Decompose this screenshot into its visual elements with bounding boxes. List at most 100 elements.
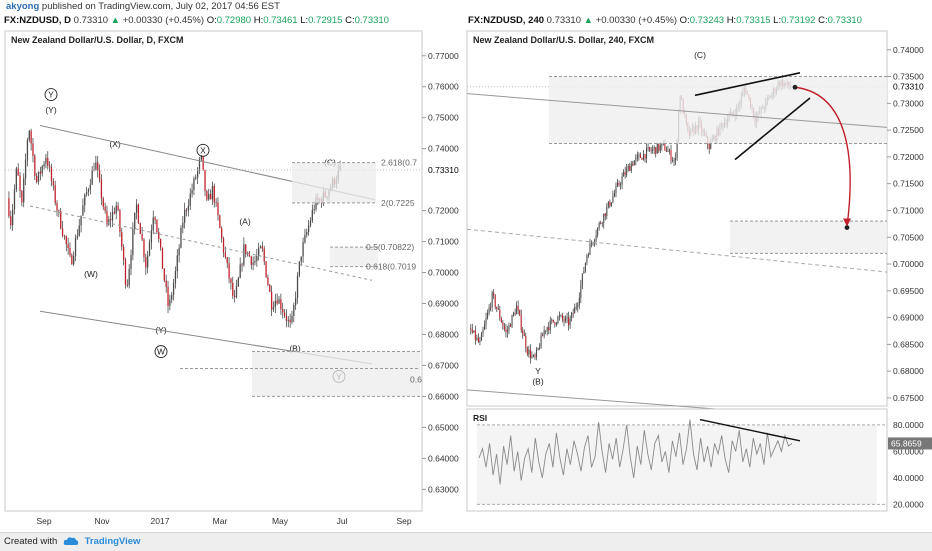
candle-body bbox=[571, 312, 573, 319]
candle-body bbox=[306, 231, 308, 235]
candle-body bbox=[47, 157, 49, 166]
long-trend-line bbox=[466, 93, 888, 128]
candle-body bbox=[19, 175, 21, 191]
y-tick-label: 0.73500 bbox=[893, 72, 924, 82]
candle-body bbox=[480, 333, 482, 341]
candle-body bbox=[639, 154, 641, 158]
wave-label: X bbox=[200, 145, 206, 155]
rsi-tick-label: 40.0000 bbox=[893, 473, 924, 483]
last-price-label: 0.73310 bbox=[893, 82, 924, 92]
candle-body bbox=[470, 328, 472, 330]
footer-bar: Created with TradingView bbox=[0, 532, 932, 551]
candle-body bbox=[256, 256, 258, 261]
rsi-tick-label: 60.0000 bbox=[893, 446, 924, 456]
fib-level-label: 0.6 bbox=[410, 374, 422, 384]
candle-body bbox=[295, 297, 297, 306]
candle-body bbox=[535, 349, 538, 358]
candle-body bbox=[97, 162, 99, 171]
candle-body bbox=[675, 157, 677, 161]
candle-body bbox=[522, 330, 524, 335]
candle-body bbox=[592, 242, 594, 244]
candle-body bbox=[219, 215, 221, 228]
candle-body bbox=[54, 185, 56, 204]
candle-body bbox=[280, 299, 282, 310]
candle-body bbox=[670, 149, 672, 161]
candle-body bbox=[502, 322, 504, 327]
candle-body bbox=[589, 243, 591, 255]
candle-body bbox=[568, 317, 570, 326]
candle-body bbox=[659, 145, 661, 151]
candle-body bbox=[139, 223, 141, 235]
candle-body bbox=[618, 182, 620, 186]
candle-body bbox=[566, 317, 568, 319]
rsi-tick-label: 20.0000 bbox=[893, 499, 924, 509]
tradingview-link[interactable]: TradingView bbox=[84, 536, 141, 547]
candle-body bbox=[124, 259, 127, 285]
wave-label: Y bbox=[48, 90, 54, 100]
candle-body bbox=[488, 307, 490, 313]
channel-dashed-line bbox=[466, 228, 888, 273]
charts-canvas[interactable]: New Zealand Dollar/U.S. Dollar, D, FXCM 0… bbox=[0, 0, 932, 532]
x-tick-label: Mar bbox=[213, 516, 228, 526]
channel-mid-line bbox=[29, 205, 373, 281]
candle-body bbox=[187, 205, 190, 211]
published-bar: akyong published on TradingView.com, Jul… bbox=[0, 0, 932, 14]
candle-body bbox=[250, 256, 252, 265]
candle-body bbox=[506, 330, 508, 333]
candle-body bbox=[590, 243, 593, 245]
candle-body bbox=[226, 257, 228, 264]
rsi-title: RSI bbox=[473, 413, 487, 423]
candle-body bbox=[632, 163, 634, 166]
candle-body bbox=[154, 217, 156, 220]
up-arrow-icon: ▲ bbox=[583, 15, 594, 26]
panel-1: New Zealand Dollar/U.S. Dollar, 240, FXC… bbox=[466, 30, 924, 423]
candle-body bbox=[126, 284, 128, 286]
candle-body bbox=[211, 185, 214, 200]
candle-body bbox=[569, 318, 571, 326]
candle-body bbox=[311, 210, 313, 221]
candle-body bbox=[98, 170, 101, 180]
candle-body bbox=[557, 316, 559, 324]
y-tick-label: 0.77000 bbox=[428, 51, 459, 61]
y-tick-label: 0.75000 bbox=[428, 113, 459, 123]
candle-body bbox=[135, 204, 138, 213]
x-tick-label: 2017 bbox=[151, 516, 170, 526]
candle-body bbox=[204, 169, 206, 192]
left-symbol-line: FX:NZDUSD, D 0.73310 ▲ +0.00330 (+0.45%)… bbox=[4, 15, 389, 26]
wave-label: (B) bbox=[532, 377, 544, 387]
candle-body bbox=[581, 273, 583, 285]
candle-body bbox=[43, 163, 45, 167]
candle-body bbox=[647, 147, 649, 149]
candle-body bbox=[560, 315, 562, 317]
candle-body bbox=[298, 261, 301, 276]
wave-label: Y bbox=[535, 366, 541, 376]
y-tick-label: 0.69500 bbox=[893, 286, 924, 296]
candle-body bbox=[213, 185, 215, 203]
candle-body bbox=[575, 307, 577, 308]
y-tick-label: 0.72000 bbox=[428, 206, 459, 216]
y-tick-label: 0.64000 bbox=[428, 453, 459, 463]
x-tick-label: Sep bbox=[396, 516, 411, 526]
wave-circle bbox=[196, 143, 210, 157]
wave-label: (W) bbox=[84, 269, 98, 279]
candle-body bbox=[509, 324, 512, 327]
candle-body bbox=[710, 141, 712, 149]
candle-body bbox=[69, 248, 71, 256]
candle-body bbox=[600, 223, 602, 224]
candle-body bbox=[483, 324, 486, 330]
candle-body bbox=[477, 337, 479, 342]
candle-body bbox=[285, 315, 288, 321]
candle-body bbox=[307, 225, 310, 232]
candle-body bbox=[641, 157, 643, 160]
candle-body bbox=[141, 234, 143, 240]
candle-body bbox=[119, 210, 121, 233]
candle-body bbox=[586, 255, 588, 263]
candle-body bbox=[254, 260, 256, 263]
candle-body bbox=[235, 286, 238, 298]
candle-body bbox=[519, 310, 521, 316]
candle-body bbox=[63, 235, 66, 237]
candle-body bbox=[633, 160, 635, 166]
author-name[interactable]: akyong bbox=[6, 1, 40, 12]
rsi-band bbox=[477, 424, 877, 505]
candle-body bbox=[601, 223, 603, 224]
